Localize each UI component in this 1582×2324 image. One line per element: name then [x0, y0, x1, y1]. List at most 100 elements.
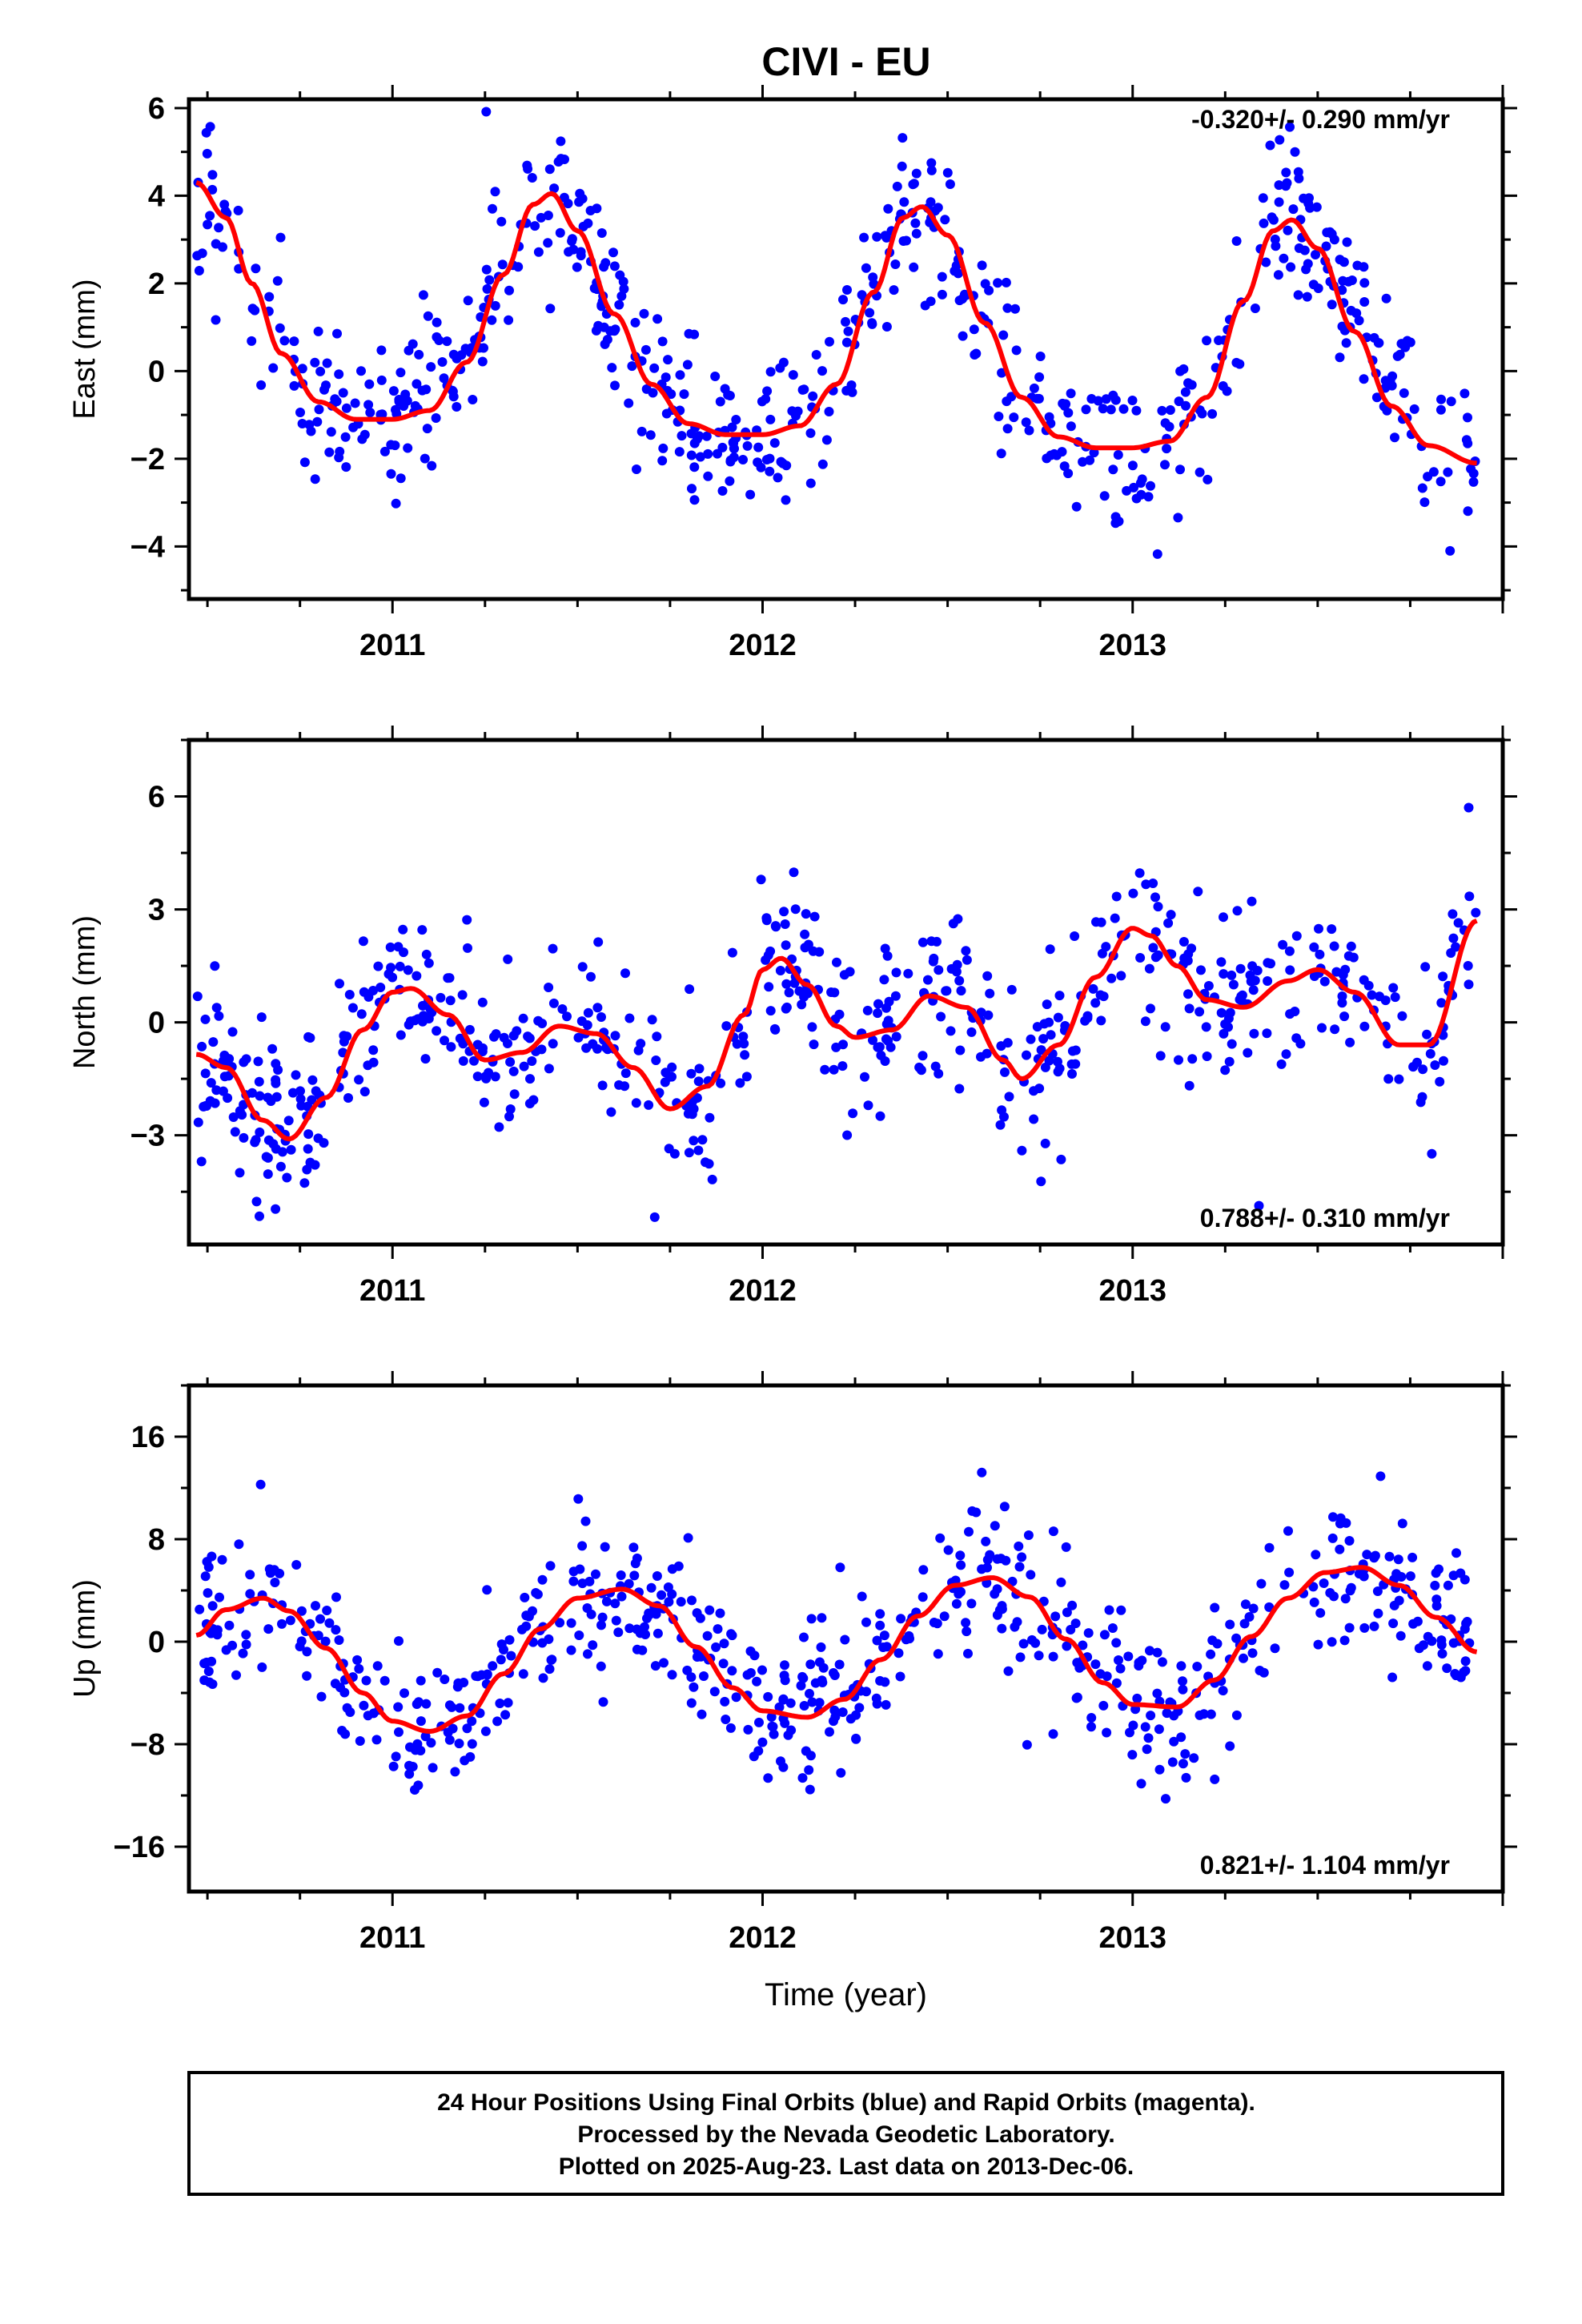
data-point — [1097, 948, 1107, 959]
data-point — [1330, 1024, 1340, 1035]
data-point — [500, 1710, 511, 1720]
x-tick-label: 2013 — [1098, 629, 1166, 662]
data-point — [482, 1669, 492, 1679]
data-point — [456, 350, 467, 360]
data-point — [490, 1072, 500, 1082]
data-point — [1037, 1624, 1047, 1634]
data-point — [1248, 985, 1259, 995]
data-point — [932, 936, 942, 947]
data-point — [469, 1055, 479, 1066]
data-point — [197, 1041, 207, 1051]
data-point — [1286, 262, 1296, 272]
data-point — [1128, 1720, 1138, 1731]
data-point — [1102, 1671, 1112, 1682]
data-point — [1285, 1009, 1295, 1019]
data-point — [704, 1159, 714, 1169]
data-point — [996, 1041, 1006, 1051]
data-point — [464, 1024, 475, 1035]
data-point — [1451, 1671, 1461, 1681]
data-point — [861, 263, 871, 273]
data-point — [1339, 257, 1349, 267]
data-point — [667, 1072, 677, 1082]
data-point — [797, 1773, 808, 1783]
data-point — [358, 936, 368, 947]
data-point — [873, 1008, 883, 1019]
data-point — [1443, 1580, 1453, 1590]
data-point — [875, 1675, 885, 1686]
data-point — [805, 478, 816, 489]
y-tick-label: 4 — [148, 179, 165, 213]
data-point — [780, 1718, 790, 1728]
data-point — [1275, 135, 1285, 145]
data-point — [568, 1576, 579, 1586]
data-point — [1153, 902, 1163, 912]
data-point — [1321, 241, 1331, 251]
data-point — [775, 966, 785, 975]
data-point — [1195, 467, 1205, 477]
data-point — [268, 363, 279, 373]
data-point — [757, 1665, 767, 1675]
data-point — [205, 211, 215, 221]
data-point — [797, 384, 808, 395]
data-point — [773, 472, 783, 483]
data-point — [872, 1699, 882, 1709]
data-point — [586, 1609, 596, 1619]
footer-line-3: Plotted on 2025-Aug-23. Last data on 201… — [559, 2153, 1134, 2180]
data-point — [777, 458, 788, 468]
data-point — [424, 958, 434, 968]
data-point — [1134, 868, 1145, 879]
data-point — [901, 235, 911, 246]
data-point — [797, 1671, 808, 1682]
y-tick-label: −3 — [130, 1120, 165, 1153]
data-point — [715, 1608, 725, 1618]
data-point — [1383, 1074, 1394, 1084]
data-point — [596, 1661, 606, 1671]
data-point — [811, 350, 821, 360]
data-point — [911, 228, 921, 239]
data-point — [1418, 1064, 1428, 1075]
data-point — [694, 1063, 705, 1074]
data-point — [1220, 1019, 1231, 1029]
data-point — [1176, 1661, 1186, 1671]
data-point — [1408, 1618, 1419, 1629]
data-point — [1067, 1069, 1077, 1079]
data-point — [841, 385, 852, 396]
data-point — [504, 315, 514, 325]
data-point — [1239, 1653, 1248, 1663]
data-point — [348, 422, 359, 432]
data-point — [235, 1168, 245, 1178]
data-point — [1293, 290, 1303, 300]
data-point — [1045, 944, 1055, 955]
data-point — [256, 1012, 267, 1023]
data-point — [1362, 1550, 1372, 1560]
data-point — [368, 1045, 379, 1055]
data-point — [710, 372, 721, 381]
data-point — [573, 1494, 584, 1504]
data-point — [1387, 1672, 1398, 1683]
data-point — [291, 1560, 302, 1570]
data-point — [447, 1702, 457, 1712]
data-point — [945, 179, 955, 189]
data-point — [1290, 147, 1300, 157]
data-point — [477, 356, 488, 367]
data-point — [1231, 357, 1242, 368]
data-point — [1059, 461, 1070, 472]
data-point — [756, 875, 766, 885]
data-point — [344, 990, 355, 999]
data-point — [732, 1039, 742, 1049]
data-point — [717, 486, 728, 496]
data-point — [624, 1013, 635, 1023]
data-point — [1006, 984, 1017, 995]
data-point — [267, 1043, 278, 1054]
data-point — [517, 1624, 527, 1634]
data-point — [1201, 1022, 1211, 1032]
data-point — [598, 1697, 608, 1707]
data-point — [1061, 1542, 1071, 1552]
data-point — [1062, 1607, 1072, 1618]
data-point — [504, 1634, 515, 1645]
data-point — [780, 1660, 789, 1671]
data-point — [1461, 435, 1472, 445]
data-point — [1354, 316, 1364, 326]
data-point — [1178, 1759, 1188, 1769]
data-point — [1026, 1034, 1036, 1044]
